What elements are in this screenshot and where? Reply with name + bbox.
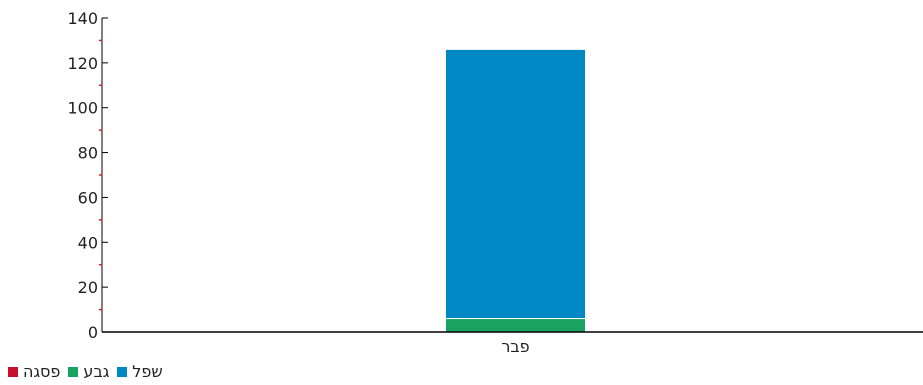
legend: פסגה גבע שפל [8, 362, 163, 381]
legend-item-mid[interactable]: גבע [68, 362, 109, 381]
legend-label-mid: גבע [83, 362, 110, 381]
y-tick-label: 140 [67, 9, 98, 28]
y-tick-label: 80 [78, 144, 98, 163]
bar-segment-1 [445, 318, 586, 333]
y-tick-label: 100 [67, 99, 98, 118]
bars [445, 48, 586, 333]
legend-item-low[interactable]: שפל [117, 362, 163, 381]
y-tick-label: 60 [78, 188, 98, 207]
legend-swatch-low [117, 366, 128, 377]
y-tick-label: 20 [78, 278, 98, 297]
x-axis: פבר [102, 331, 923, 356]
stacked-bar-chart: 0 20 40 60 80 100 120 140 פבר [67, 9, 923, 356]
y-tick-label: 0 [88, 323, 98, 342]
legend-label-low: שפל [132, 362, 163, 381]
x-category-label: פבר [501, 337, 529, 356]
y-tick-label: 40 [78, 233, 98, 252]
y-axis: 0 20 40 60 80 100 120 140 [67, 9, 108, 342]
legend-item-peak[interactable]: פסגה [8, 362, 60, 381]
legend-label-peak: פסגה [23, 362, 61, 381]
legend-swatch-peak [8, 366, 18, 377]
legend-swatch-mid [68, 366, 79, 377]
bar-segment-2 [445, 48, 586, 320]
y-tick-label: 120 [67, 54, 98, 73]
